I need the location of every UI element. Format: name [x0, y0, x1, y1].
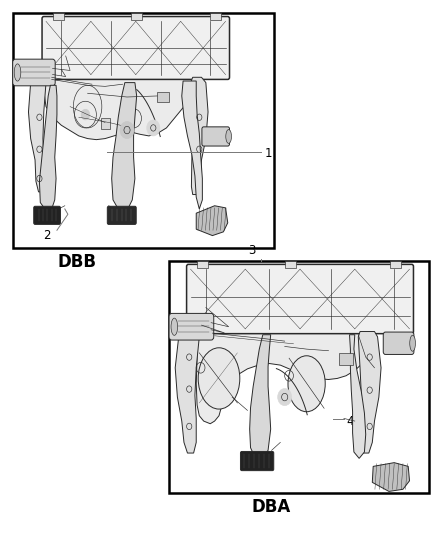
- Text: 4: 4: [346, 415, 353, 427]
- Bar: [157, 92, 169, 102]
- Polygon shape: [358, 332, 381, 453]
- Polygon shape: [44, 77, 193, 140]
- Polygon shape: [112, 83, 137, 211]
- FancyBboxPatch shape: [383, 332, 414, 354]
- Bar: [339, 353, 353, 365]
- Ellipse shape: [226, 130, 231, 143]
- Ellipse shape: [410, 335, 415, 351]
- Polygon shape: [350, 335, 366, 458]
- Polygon shape: [196, 332, 376, 424]
- Text: DBA: DBA: [252, 498, 291, 516]
- Ellipse shape: [171, 318, 178, 335]
- Circle shape: [120, 122, 134, 139]
- FancyBboxPatch shape: [107, 206, 136, 224]
- Bar: [197, 261, 208, 268]
- FancyBboxPatch shape: [13, 59, 55, 86]
- Bar: [53, 13, 64, 20]
- FancyBboxPatch shape: [240, 451, 274, 471]
- Polygon shape: [39, 85, 57, 211]
- FancyBboxPatch shape: [202, 127, 230, 146]
- Text: 3: 3: [248, 244, 255, 257]
- Circle shape: [278, 389, 292, 406]
- Polygon shape: [175, 332, 199, 453]
- Bar: [285, 261, 296, 268]
- Bar: [169, 261, 429, 493]
- Text: DBB: DBB: [57, 253, 96, 271]
- Polygon shape: [196, 206, 228, 236]
- FancyBboxPatch shape: [34, 206, 60, 224]
- Bar: [390, 261, 401, 268]
- Circle shape: [147, 120, 160, 136]
- Polygon shape: [182, 81, 202, 209]
- Circle shape: [81, 109, 90, 120]
- Bar: [101, 118, 110, 129]
- Bar: [131, 13, 142, 20]
- Bar: [210, 13, 221, 20]
- Ellipse shape: [288, 356, 325, 411]
- Text: 1: 1: [265, 147, 272, 160]
- Ellipse shape: [198, 348, 240, 409]
- Polygon shape: [250, 335, 271, 458]
- Ellipse shape: [14, 64, 21, 81]
- Polygon shape: [191, 77, 208, 195]
- Text: 2: 2: [43, 229, 51, 242]
- FancyBboxPatch shape: [187, 264, 413, 334]
- Polygon shape: [28, 77, 46, 192]
- Polygon shape: [372, 463, 410, 491]
- FancyBboxPatch shape: [42, 17, 230, 79]
- FancyBboxPatch shape: [169, 313, 214, 340]
- Bar: [13, 13, 274, 248]
